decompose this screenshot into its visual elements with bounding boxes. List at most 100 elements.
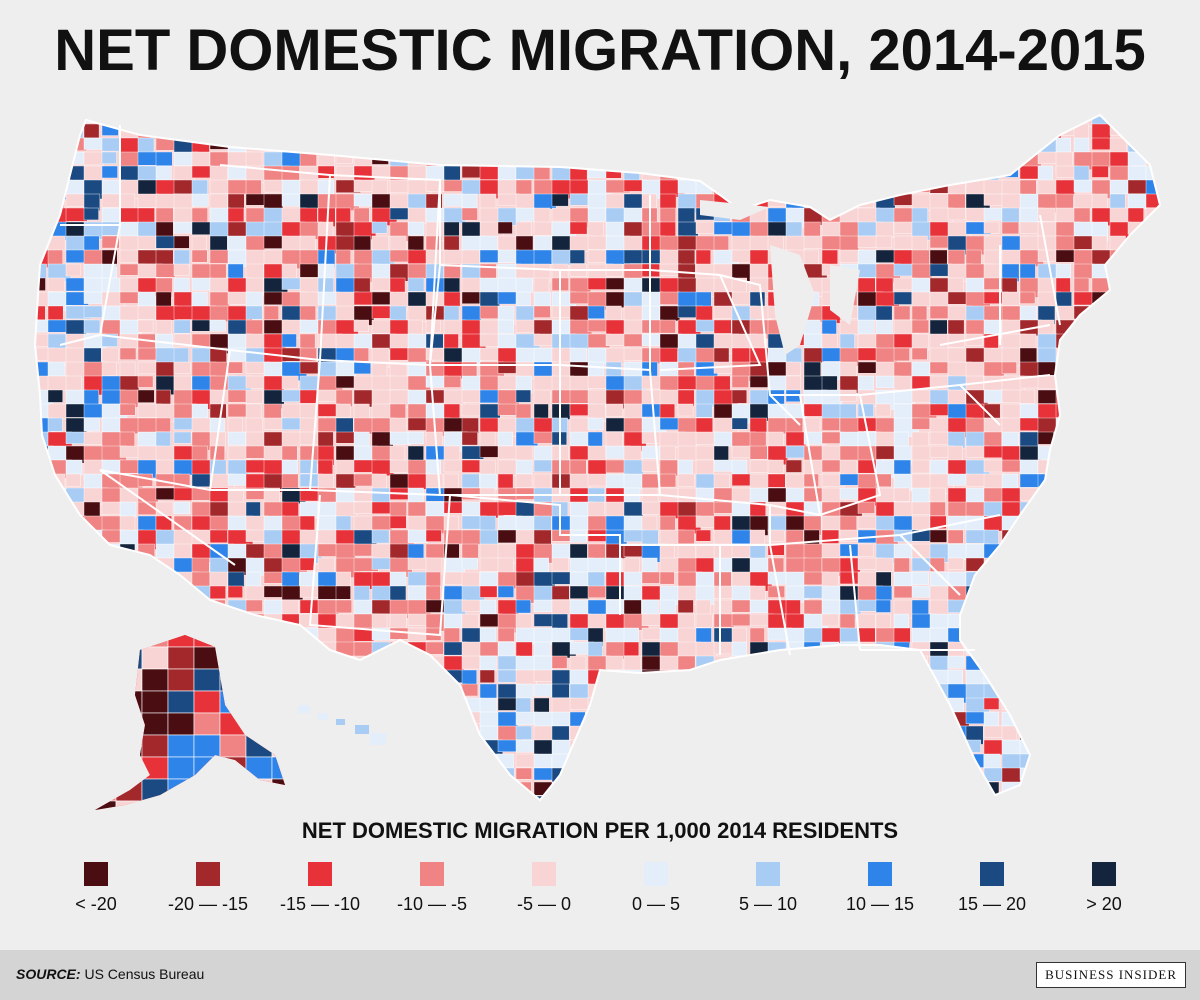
county-cell bbox=[533, 137, 551, 156]
county-cell bbox=[227, 613, 250, 632]
county-cell bbox=[245, 375, 267, 389]
county-cell bbox=[857, 165, 875, 181]
county-cell bbox=[587, 319, 610, 332]
county-cell bbox=[839, 697, 861, 717]
county-cell bbox=[193, 756, 221, 780]
county-cell bbox=[695, 123, 721, 142]
county-cell bbox=[335, 543, 356, 561]
county-cell bbox=[95, 646, 117, 670]
county-cell bbox=[497, 627, 515, 642]
county-cell bbox=[263, 263, 285, 280]
county-cell bbox=[677, 711, 700, 724]
county-cell bbox=[515, 767, 533, 780]
county-cell bbox=[137, 305, 156, 320]
county-cell bbox=[173, 361, 191, 374]
county-cell bbox=[299, 767, 317, 780]
county-cell bbox=[443, 417, 464, 432]
county-cell bbox=[407, 123, 428, 136]
county-cell bbox=[209, 389, 231, 406]
county-cell bbox=[1055, 683, 1077, 697]
county-cell bbox=[893, 137, 915, 152]
county-cell bbox=[371, 599, 392, 615]
county-cell bbox=[141, 690, 169, 714]
county-cell bbox=[659, 319, 676, 334]
county-cell bbox=[659, 459, 678, 477]
county-cell bbox=[219, 635, 247, 648]
county-cell bbox=[713, 711, 734, 728]
county-cell bbox=[515, 725, 533, 740]
county-cell bbox=[47, 557, 63, 574]
county-cell bbox=[407, 739, 428, 759]
county-cell bbox=[353, 543, 372, 557]
county-cell bbox=[209, 417, 225, 433]
county-cell bbox=[335, 683, 361, 702]
county-cell bbox=[191, 115, 218, 126]
county-cell bbox=[731, 179, 748, 196]
county-cell bbox=[1091, 669, 1115, 684]
county-cell bbox=[767, 165, 792, 181]
county-cell bbox=[245, 473, 267, 489]
county-cell bbox=[911, 207, 928, 225]
county-cell bbox=[407, 115, 433, 127]
county-cell bbox=[227, 571, 245, 587]
county-cell bbox=[83, 711, 109, 725]
county-cell bbox=[857, 781, 877, 800]
legend-title: NET DOMESTIC MIGRATION PER 1,000 2014 RE… bbox=[301, 818, 899, 843]
county-cell bbox=[1091, 277, 1116, 294]
county-cell bbox=[371, 291, 393, 305]
county-cell bbox=[1055, 473, 1077, 489]
county-cell bbox=[443, 123, 463, 138]
county-cell bbox=[1001, 137, 1021, 152]
county-cell bbox=[227, 361, 243, 374]
county-cell bbox=[101, 711, 125, 731]
county-cell bbox=[209, 529, 228, 544]
county-cell bbox=[1127, 571, 1147, 585]
county-cell bbox=[137, 571, 159, 590]
county-cell bbox=[83, 753, 110, 769]
county-cell bbox=[407, 711, 425, 727]
county-cell bbox=[65, 795, 89, 800]
legend-item: -10 — -5 bbox=[376, 862, 488, 915]
county-cell bbox=[407, 725, 426, 744]
county-cell bbox=[1164, 740, 1185, 756]
legend-swatch bbox=[532, 862, 556, 886]
county-cell bbox=[47, 165, 64, 182]
county-cell bbox=[983, 585, 1003, 604]
county-cell bbox=[929, 739, 948, 756]
county-cell bbox=[965, 115, 988, 125]
county-cell bbox=[803, 655, 821, 674]
county-cell bbox=[191, 319, 210, 332]
county-cell bbox=[353, 781, 370, 800]
county-cell bbox=[443, 221, 460, 237]
county-cell bbox=[731, 711, 755, 725]
county-cell bbox=[299, 669, 318, 685]
county-cell bbox=[893, 725, 915, 740]
county-cell bbox=[1145, 655, 1160, 669]
county-cell bbox=[641, 711, 661, 731]
county-cell bbox=[1127, 487, 1152, 505]
county-cell bbox=[191, 781, 217, 800]
county-cell bbox=[785, 725, 810, 741]
county-cell bbox=[245, 599, 263, 612]
county-cell bbox=[677, 115, 694, 126]
county-cell bbox=[965, 165, 990, 179]
county-cell bbox=[1091, 235, 1108, 251]
county-cell bbox=[821, 179, 844, 194]
county-cell bbox=[407, 207, 426, 224]
county-cell bbox=[219, 690, 247, 714]
county-cell bbox=[623, 753, 642, 768]
county-cell bbox=[587, 725, 607, 742]
county-cell bbox=[1091, 571, 1108, 586]
county-cell bbox=[695, 753, 720, 767]
county-cell bbox=[1055, 599, 1077, 618]
county-cell bbox=[299, 781, 321, 798]
county-cell bbox=[389, 739, 412, 759]
county-cell bbox=[425, 473, 444, 489]
county-cell bbox=[551, 557, 570, 572]
county-cell bbox=[173, 347, 189, 365]
county-cell bbox=[461, 137, 479, 153]
county-cell bbox=[83, 767, 107, 788]
county-cell bbox=[65, 627, 84, 644]
county-cell bbox=[983, 599, 999, 613]
county-cell bbox=[299, 207, 318, 223]
